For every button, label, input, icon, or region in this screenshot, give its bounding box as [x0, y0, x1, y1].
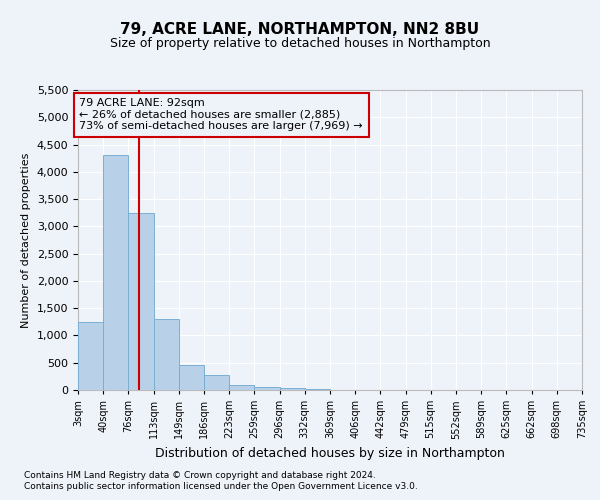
Y-axis label: Number of detached properties: Number of detached properties: [21, 152, 31, 328]
Bar: [179, 366, 204, 390]
Bar: [280, 388, 305, 390]
Text: Size of property relative to detached houses in Northampton: Size of property relative to detached ho…: [110, 38, 490, 51]
X-axis label: Distribution of detached houses by size in Northampton: Distribution of detached houses by size …: [155, 447, 505, 460]
Bar: [154, 319, 179, 390]
Text: Contains HM Land Registry data © Crown copyright and database right 2024.: Contains HM Land Registry data © Crown c…: [24, 470, 376, 480]
Bar: [78, 322, 103, 390]
Bar: [204, 376, 229, 390]
Text: 79 ACRE LANE: 92sqm
← 26% of detached houses are smaller (2,885)
73% of semi-det: 79 ACRE LANE: 92sqm ← 26% of detached ho…: [79, 98, 363, 132]
Bar: [254, 386, 280, 390]
Text: 79, ACRE LANE, NORTHAMPTON, NN2 8BU: 79, ACRE LANE, NORTHAMPTON, NN2 8BU: [121, 22, 479, 38]
Bar: [128, 212, 154, 390]
Text: Contains public sector information licensed under the Open Government Licence v3: Contains public sector information licen…: [24, 482, 418, 491]
Bar: [103, 156, 128, 390]
Bar: [229, 384, 254, 390]
